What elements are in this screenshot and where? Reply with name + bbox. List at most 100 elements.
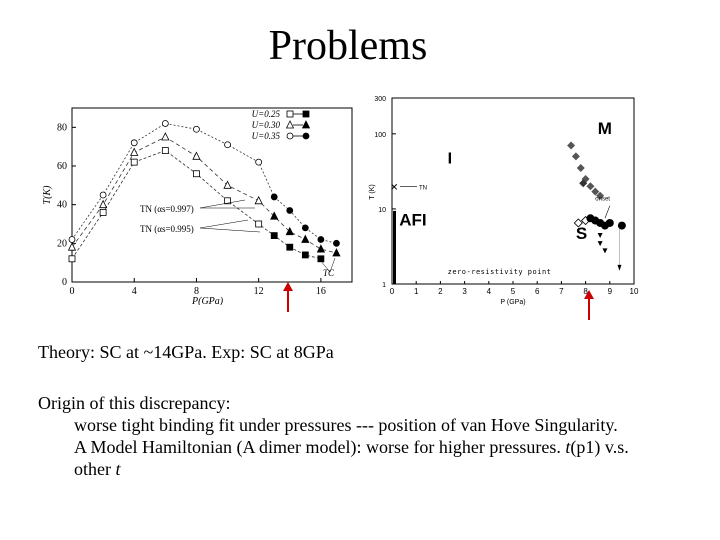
y-tick-label: 20 (57, 238, 67, 249)
annotation-leader (199, 219, 249, 229)
x-tick-label: 16 (316, 286, 326, 297)
series-line-0 (71, 150, 321, 260)
metal-point (579, 179, 588, 188)
zero-leader-tip (617, 264, 622, 271)
tn-label-2: TN (αs=0.995) (140, 224, 194, 234)
annotation-leader (199, 227, 261, 233)
metal-point (581, 175, 590, 184)
origin-heading: Origin of this discrepancy: (38, 393, 231, 413)
data-point (98, 199, 108, 209)
legend-marker (302, 110, 310, 118)
data-point (130, 139, 138, 147)
origin-block: Origin of this discrepancy: worse tight … (38, 392, 708, 480)
x-tick-label: 2 (438, 287, 443, 296)
metal-point (576, 164, 585, 173)
annotation-leader (329, 257, 336, 273)
data-point (286, 243, 294, 251)
sc-onset-point (573, 218, 583, 228)
data-point (223, 180, 232, 189)
x-tick-label: 8 (194, 286, 199, 297)
legend-label: U=0.35 (252, 131, 281, 141)
x-tick-label: 0 (70, 286, 75, 297)
data-point (286, 207, 294, 214)
data-point (130, 158, 138, 166)
origin-line-3a: other (74, 459, 116, 479)
series-line-2 (71, 123, 337, 244)
y-tick-label: 0 (62, 277, 67, 288)
zero-resistivity-point (597, 241, 603, 247)
legend-label: U=0.30 (252, 120, 281, 130)
slide-title: Problems (268, 23, 428, 69)
origin-line-2b: (p1) v.s. (570, 437, 629, 457)
afi-boundary-bar (393, 210, 396, 284)
zero-resistivity-point (597, 232, 603, 238)
origin-line-2-t: t (565, 437, 571, 457)
data-point (316, 244, 326, 253)
data-point (99, 191, 107, 199)
x-tick-label: 7 (559, 287, 564, 296)
legend-marker (286, 132, 294, 140)
data-point (254, 195, 263, 205)
metal-point (591, 187, 600, 196)
legend-marker (301, 120, 311, 129)
metal-point (586, 182, 595, 191)
zero-resistivity-point (602, 248, 608, 254)
y-tick-label: 300 (374, 96, 386, 103)
metal-point (567, 141, 576, 150)
data-point (270, 211, 279, 220)
region-s-label: S (576, 224, 587, 243)
x-tick-label: 12 (254, 286, 264, 297)
data-point (224, 197, 231, 205)
x-tick-label: 5 (511, 287, 516, 296)
origin-line-2a: A Model Hamiltonian (A dimer model): wor… (74, 437, 566, 457)
x-axis-label: P(GPa) (191, 296, 224, 305)
origin-line-1: worse tight binding fit under pressures … (74, 415, 618, 435)
data-point (301, 224, 309, 232)
y-tick-label: 60 (57, 161, 67, 172)
x-tick-label: 4 (487, 287, 492, 296)
onset-leader (604, 205, 611, 219)
x-tick-label: 0 (390, 287, 395, 296)
region-i-label: I (448, 151, 452, 168)
y-tick-label: 1 (382, 282, 386, 289)
origin-line-3-t: t (115, 459, 121, 479)
y-axis-label: T(K) (42, 185, 53, 205)
theory-vs-experiment-text: Theory: SC at ~14GPa. Exp: SC at 8GPa (38, 342, 334, 362)
data-point (99, 209, 107, 216)
x-tick-label: 9 (608, 287, 613, 296)
annotation-leader (199, 199, 246, 209)
theory-chart: 0 4 8 12 16 0 20 40 60 80 P(GPa) T(K) U=0.25U=0.30U… (42, 107, 353, 305)
region-afi-label: AFI (399, 211, 426, 230)
legend-label: U=0.25 (252, 109, 281, 119)
zero-resistivity-label: zero-resistivity point (448, 268, 552, 276)
tn-label-1: TN (αs=0.997) (140, 204, 194, 214)
data-point (161, 120, 169, 127)
data-point (68, 236, 76, 243)
data-point (130, 147, 139, 156)
legend-marker (285, 120, 295, 129)
sc-onset-point (617, 221, 626, 230)
tc-label: TC (323, 268, 335, 278)
x-axis-label: P (GPa) (500, 299, 525, 306)
x-tick-label: 3 (462, 287, 467, 296)
legend-marker (286, 110, 294, 118)
region-m-label: M (598, 119, 612, 138)
y-tick-label: 100 (374, 132, 386, 139)
data-point (68, 255, 76, 263)
series-line-1 (71, 136, 337, 254)
data-point (255, 158, 263, 166)
data-point (161, 147, 169, 154)
annotation-leader (319, 259, 331, 273)
data-point (301, 234, 310, 243)
x-tick-label: 1 (414, 287, 419, 296)
y-axis-label: T (K) (369, 184, 376, 199)
data-point (224, 141, 231, 149)
origin-line-3: other t (38, 458, 708, 480)
data-point (332, 248, 341, 257)
metal-point (596, 191, 605, 200)
sc-onset-point (605, 218, 614, 227)
theory-axes: 0 4 8 12 16 0 20 40 60 80 P(GPa) T(K) (42, 107, 353, 305)
